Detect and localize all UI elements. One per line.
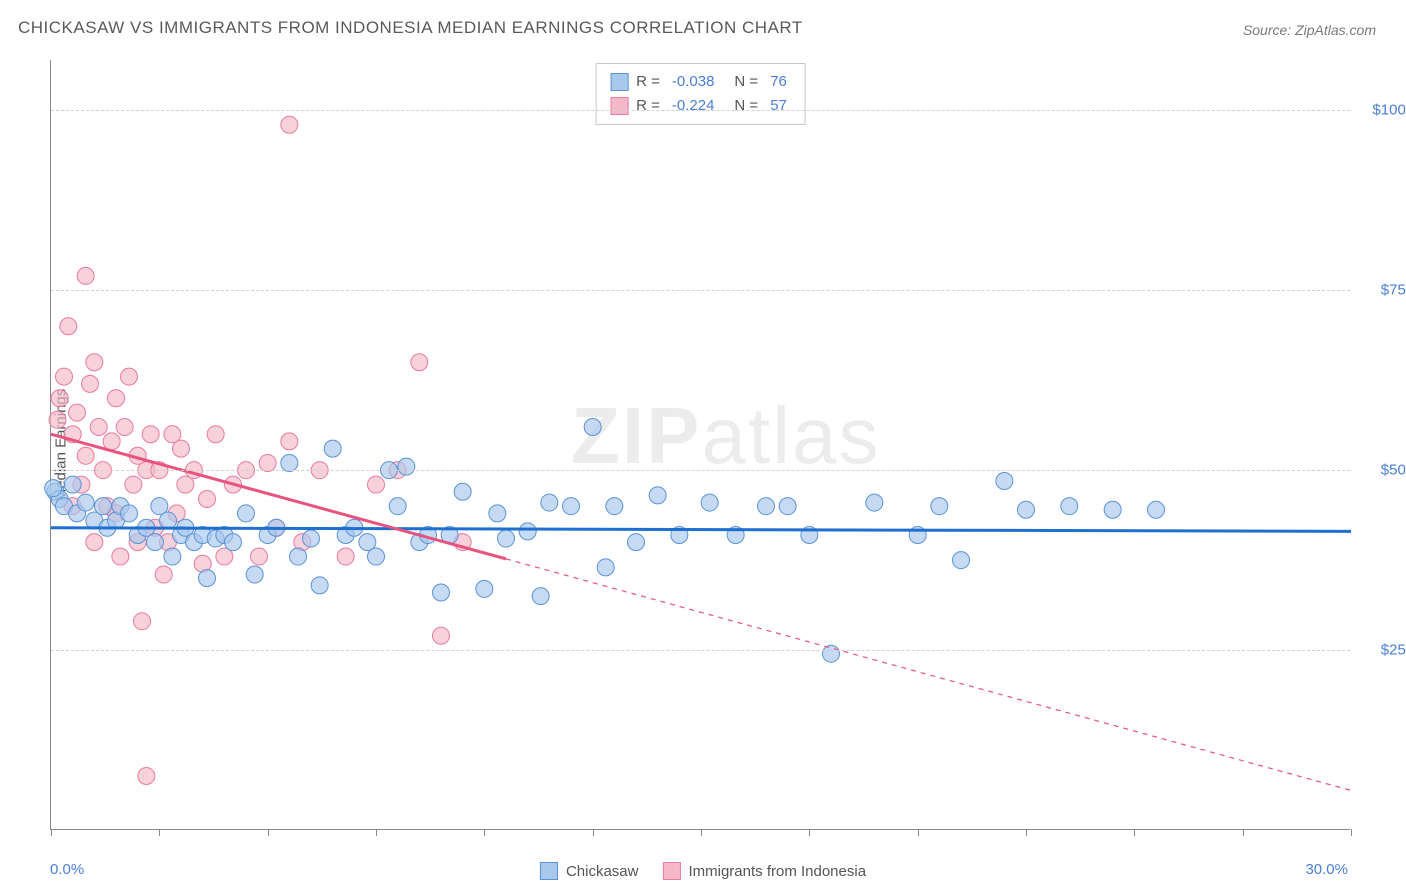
y-tick-label: $25,000 bbox=[1360, 642, 1406, 659]
source-credit: Source: ZipAtlas.com bbox=[1243, 22, 1376, 38]
chart-svg bbox=[51, 60, 1350, 829]
swatch-series-2-icon bbox=[662, 862, 680, 880]
y-tick-label: $75,000 bbox=[1360, 282, 1406, 299]
series-1-name: Chickasaw bbox=[566, 863, 639, 880]
x-axis-min-label: 0.0% bbox=[50, 861, 84, 878]
legend-item-1: Chickasaw bbox=[540, 862, 639, 880]
series-legend: Chickasaw Immigrants from Indonesia bbox=[540, 862, 866, 880]
series-2-name: Immigrants from Indonesia bbox=[688, 863, 866, 880]
chart-title: CHICKASAW VS IMMIGRANTS FROM INDONESIA M… bbox=[18, 18, 803, 38]
y-tick-label: $50,000 bbox=[1360, 462, 1406, 479]
x-axis-max-label: 30.0% bbox=[1305, 861, 1348, 878]
swatch-series-1-icon bbox=[540, 862, 558, 880]
legend-item-2: Immigrants from Indonesia bbox=[662, 862, 866, 880]
plot-area: Median Earnings ZIPatlas R = -0.038 N = … bbox=[50, 60, 1350, 830]
y-tick-label: $100,000 bbox=[1360, 102, 1406, 119]
